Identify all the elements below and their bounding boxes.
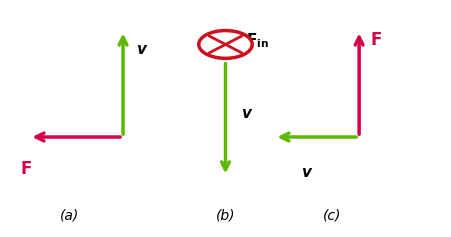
Text: (c): (c) — [323, 209, 341, 223]
Text: v: v — [301, 165, 311, 180]
Text: F: F — [370, 31, 382, 49]
Text: (a): (a) — [60, 209, 79, 223]
Circle shape — [199, 31, 252, 58]
Text: (b): (b) — [216, 209, 235, 223]
Text: v: v — [136, 41, 147, 57]
Text: F: F — [21, 160, 32, 178]
Text: v: v — [241, 106, 251, 121]
Text: $\mathbf{F}_{\mathbf{in}}$: $\mathbf{F}_{\mathbf{in}}$ — [245, 32, 268, 50]
